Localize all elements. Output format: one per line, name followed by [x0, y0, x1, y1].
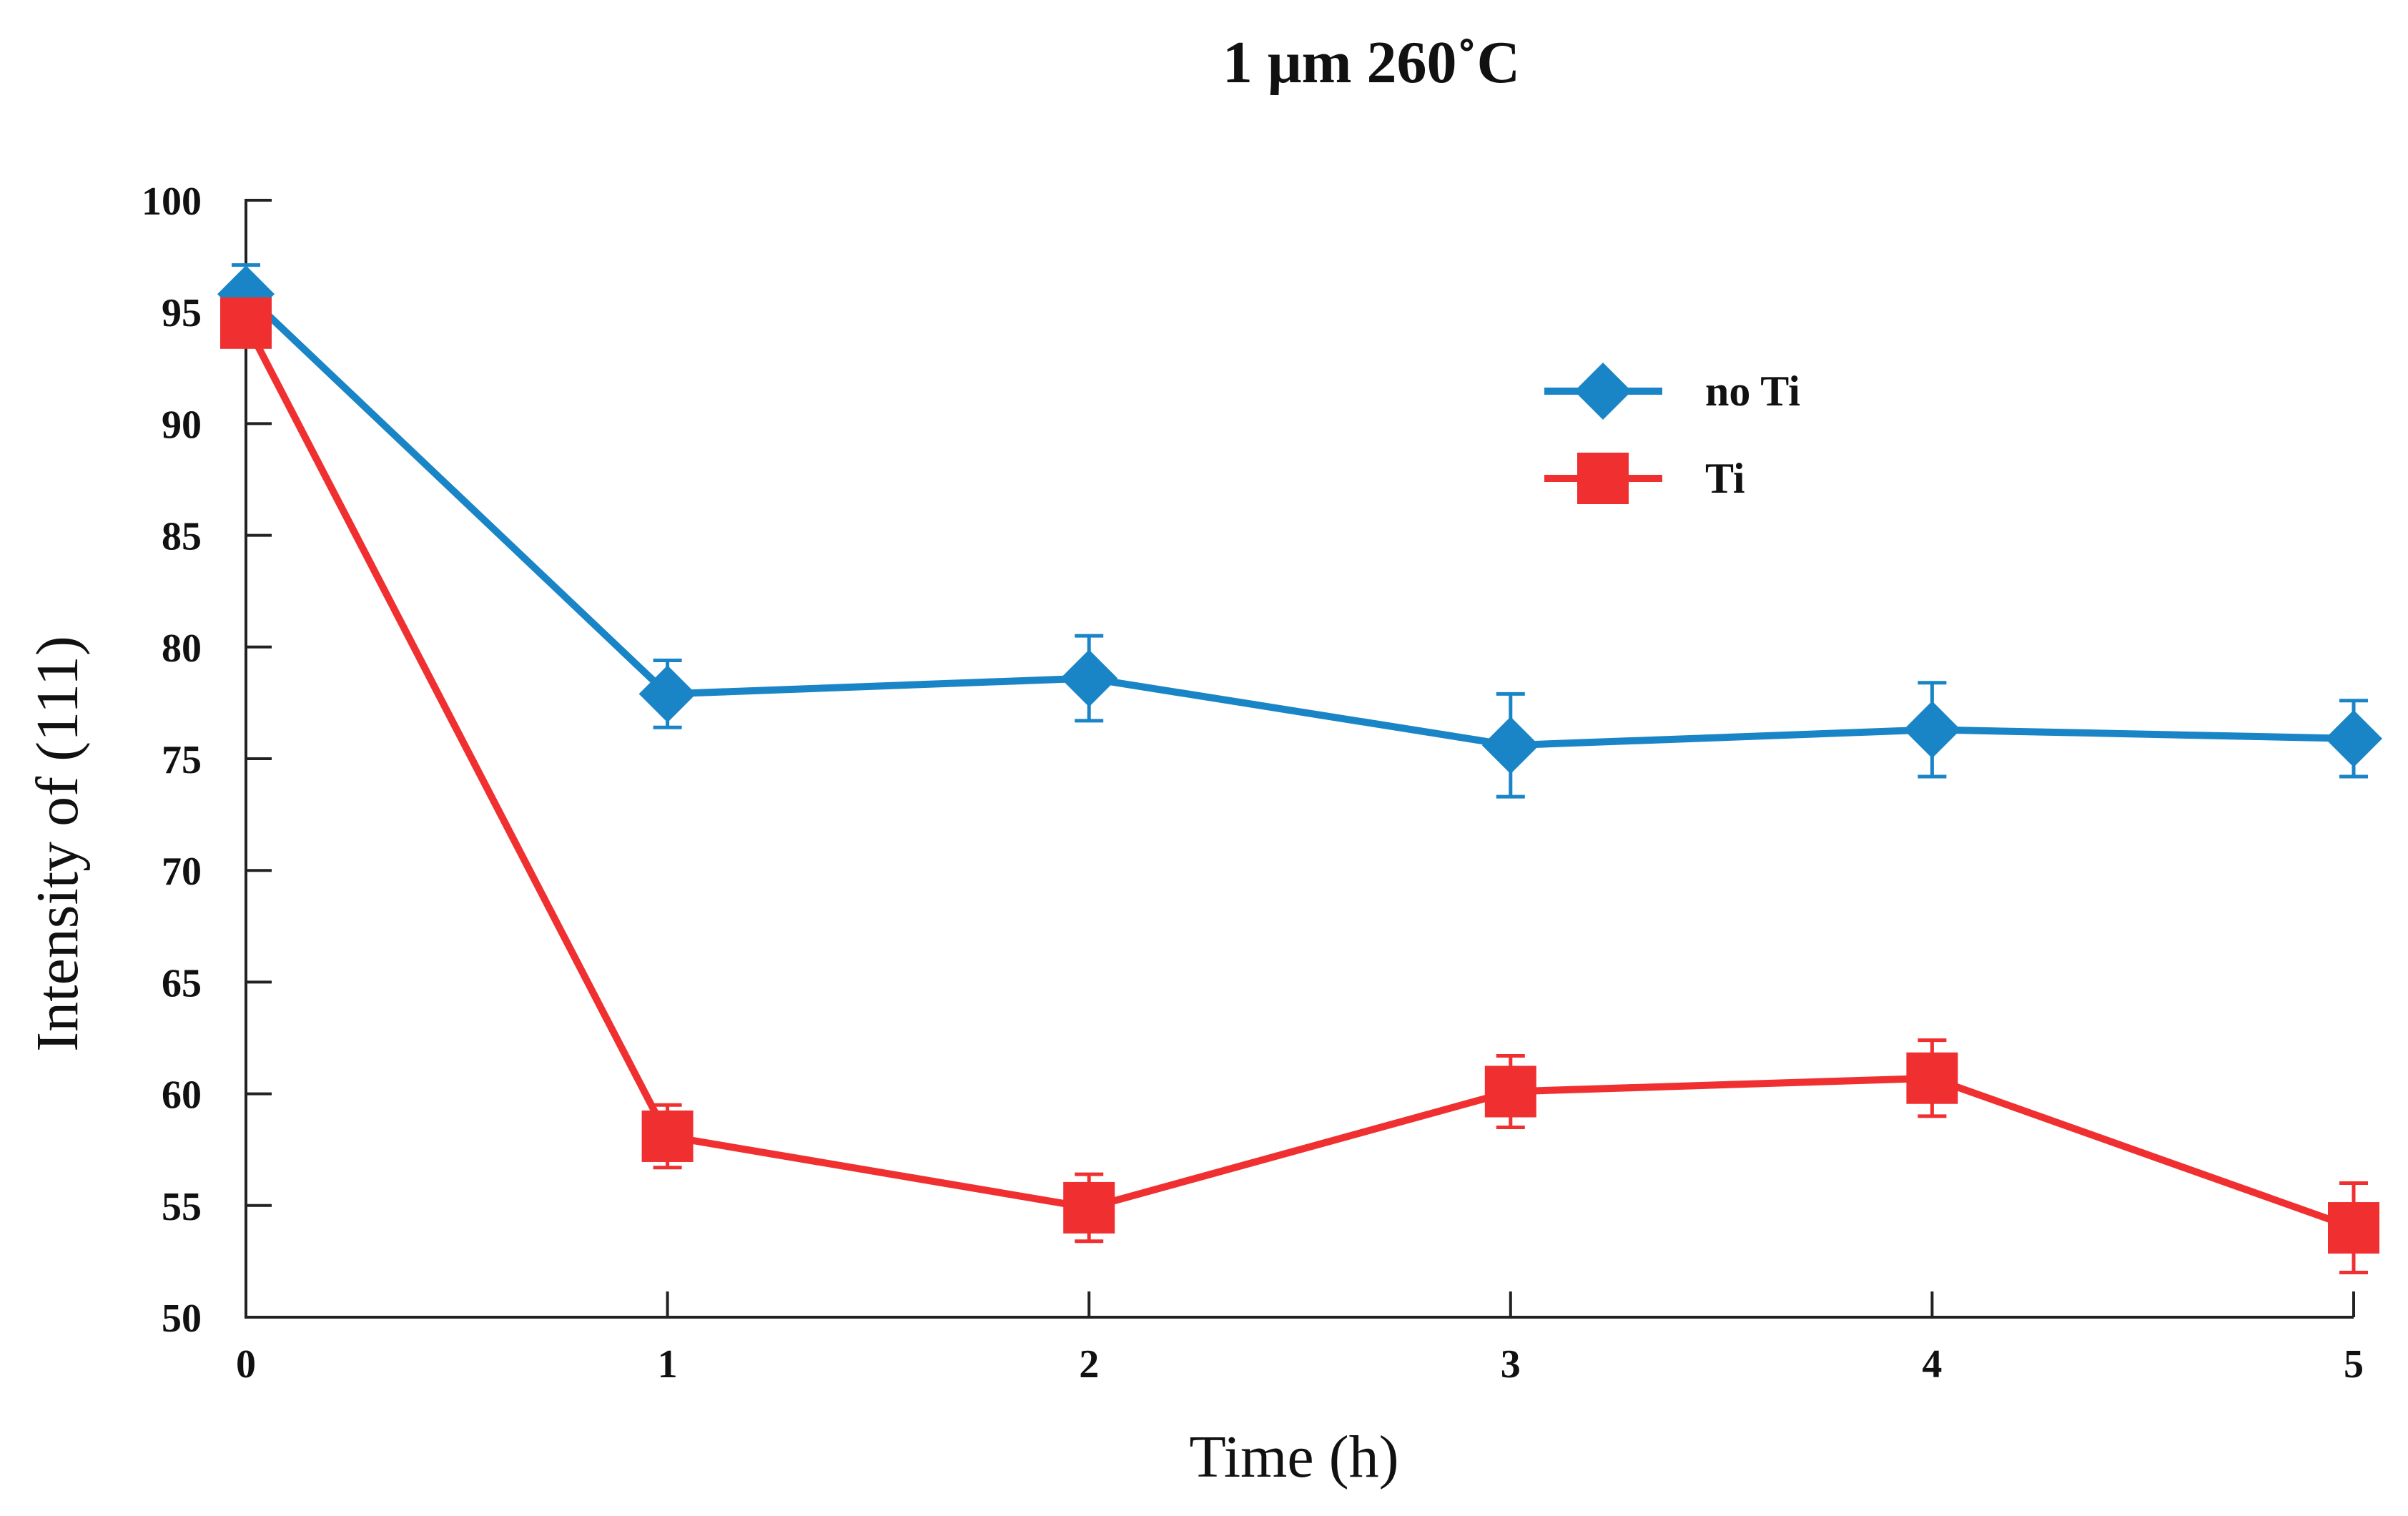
data-point	[1481, 717, 1539, 774]
legend-label: Ti	[1705, 455, 1745, 502]
y-tick-label: 55	[162, 1185, 202, 1229]
legend-item-no-ti: no Ti	[1544, 363, 1800, 420]
y-tick-label: 100	[142, 179, 202, 224]
x-axis-label: Time (h)	[1189, 1424, 1398, 1490]
y-tick-label: 50	[162, 1296, 202, 1341]
x-tick-label: 5	[2344, 1342, 2364, 1387]
y-axis-label: Intensity of (111)	[24, 636, 91, 1052]
legend-label: no Ti	[1705, 368, 1800, 415]
legend-item-ti: Ti	[1544, 453, 1745, 504]
y-tick-label: 95	[162, 291, 202, 335]
x-tick-label: 3	[1501, 1342, 1521, 1387]
y-tick-label: 70	[162, 850, 202, 894]
series-layer	[217, 263, 2382, 1275]
y-tick-label: 60	[162, 1073, 202, 1118]
series-no-ti	[217, 263, 2382, 799]
series-ti	[220, 297, 2379, 1275]
x-tick-label: 2	[1079, 1342, 1099, 1387]
y-tick-label: 75	[162, 738, 202, 782]
series-line	[242, 321, 2355, 1231]
y-tick-label: 80	[162, 626, 202, 671]
y-tick-label: 65	[162, 961, 202, 1005]
data-point	[1484, 1065, 1536, 1118]
data-point	[1903, 701, 1961, 759]
x-tick-label: 4	[1922, 1342, 1942, 1387]
x-ticks: 0 1 2 3 4 5	[236, 1291, 2364, 1387]
data-point	[2328, 1202, 2379, 1254]
data-point	[2325, 709, 2382, 767]
legend-marker	[1574, 363, 1632, 420]
x-tick-label: 0	[236, 1342, 256, 1387]
data-point	[1906, 1052, 1958, 1104]
y-ticks: 50 55 60 65 70 75 80 85 90 95 100	[142, 179, 272, 1341]
data-point	[1063, 1181, 1115, 1234]
legend-marker	[1577, 453, 1629, 504]
x-tick-label: 1	[658, 1342, 678, 1387]
y-tick-label: 85	[162, 515, 202, 559]
data-point	[1060, 649, 1118, 707]
data-point	[220, 297, 272, 349]
series-line	[243, 291, 2354, 749]
legend: no Ti Ti	[1544, 363, 1800, 504]
chart-title: 1 μm 260˚C	[1223, 29, 1520, 96]
data-point	[641, 1110, 694, 1162]
y-tick-label: 90	[162, 403, 202, 447]
data-point	[638, 665, 696, 723]
